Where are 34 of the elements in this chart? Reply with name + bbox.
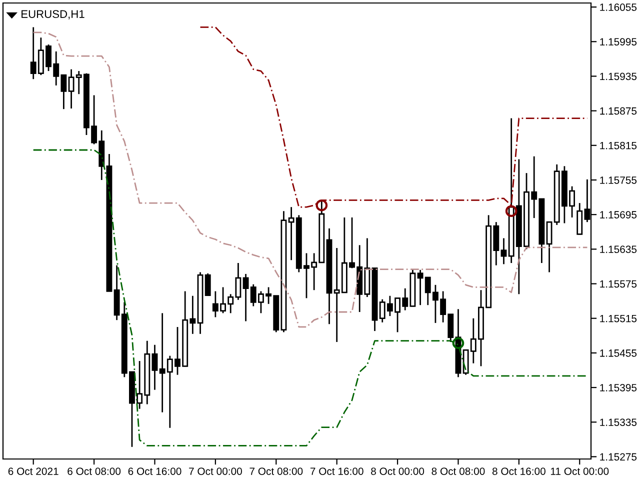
x-tick-label: 8 Oct 08:00	[432, 468, 485, 475]
x-tick-label: 6 Oct 16:00	[128, 468, 182, 475]
x-tick-label: 7 Oct 08:00	[250, 468, 303, 475]
y-tick-label: 1.15875	[600, 107, 637, 115]
y-tick-label: 1.15335	[600, 418, 637, 426]
candlestick	[546, 221, 552, 273]
y-tick-label: 1.15575	[600, 280, 637, 288]
candlestick	[500, 238, 507, 265]
y-tick-label: 1.15455	[600, 350, 637, 357]
y-tick-label: 1.15695	[600, 211, 637, 218]
y-tick-label: 1.15395	[600, 384, 637, 392]
x-tick-label: 6 Oct 2021	[8, 468, 58, 475]
line-series	[32, 149, 588, 446]
y-tick-label: 1.15815	[600, 142, 637, 150]
x-tick-label: 8 Oct 16:00	[492, 468, 546, 475]
line-series	[32, 32, 588, 328]
candlestick	[152, 344, 158, 391]
x-tick-label: 6 Oct 08:00	[68, 468, 121, 475]
point	[316, 199, 328, 212]
x-tick-label: 7 Oct 16:00	[310, 468, 364, 475]
y-tick-label: 1.16055	[600, 4, 637, 11]
x-tick-label: 11 Oct 00:00	[550, 468, 609, 475]
y-tick-label: 1.15515	[600, 314, 637, 322]
text: EURUSD,H1	[22, 10, 84, 20]
y-tick-label: 1.15995	[600, 38, 637, 46]
y-tick-label: 1.15755	[600, 176, 637, 184]
candlestick	[204, 272, 211, 296]
y-tick-label: 1.15275	[600, 453, 637, 461]
point	[452, 337, 464, 350]
y-tick-label: 1.15935	[600, 72, 637, 80]
x-tick-label: 7 Oct 00:00	[189, 468, 242, 475]
x-tick-label: 8 Oct 00:00	[371, 468, 424, 475]
y-tick-label: 1.15635	[600, 246, 637, 254]
point	[505, 205, 518, 218]
